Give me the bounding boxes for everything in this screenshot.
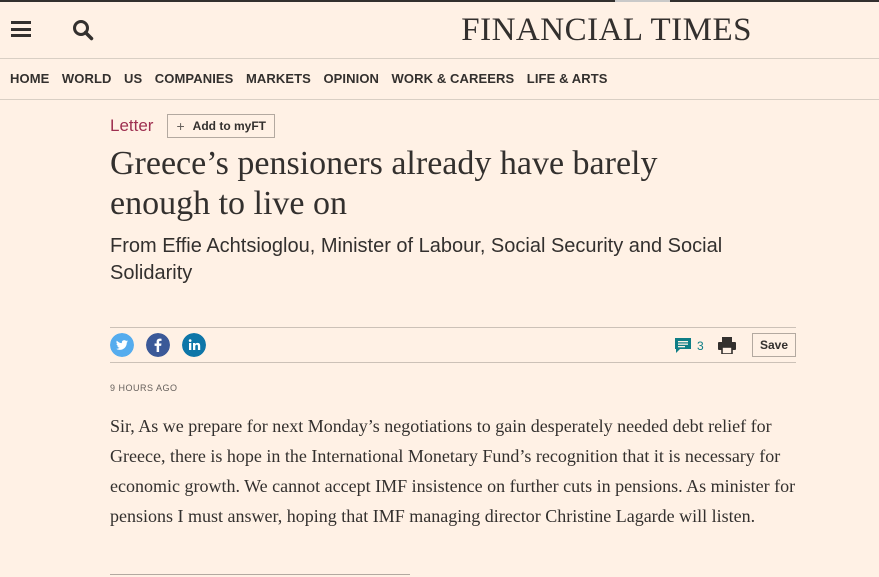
twitter-icon[interactable] bbox=[110, 333, 134, 357]
article-body: Sir, As we prepare for next Monday’s neg… bbox=[110, 416, 796, 526]
top-border bbox=[0, 0, 879, 2]
nav-item-home[interactable]: HOME bbox=[10, 71, 50, 86]
site-header: FINANCIAL TIMES bbox=[0, 2, 879, 59]
print-icon[interactable] bbox=[718, 337, 736, 354]
nav-item-opinion[interactable]: OPINION bbox=[323, 71, 380, 86]
facebook-icon[interactable] bbox=[146, 333, 170, 357]
scroll-indicator bbox=[615, 0, 670, 2]
comment-count: 3 bbox=[697, 338, 704, 353]
add-to-myft-button[interactable]: + Add to myFT bbox=[167, 114, 275, 138]
site-logo[interactable]: FINANCIAL TIMES bbox=[461, 12, 752, 48]
main-nav: HOME WORLD US COMPANIES MARKETS OPINION … bbox=[0, 59, 879, 100]
save-button[interactable]: Save bbox=[752, 333, 796, 357]
search-icon[interactable] bbox=[72, 19, 94, 41]
add-to-myft-label: Add to myFT bbox=[192, 119, 266, 133]
comments-link[interactable]: 3 bbox=[674, 337, 704, 354]
divider bbox=[110, 574, 410, 575]
article-headline: Greece’s pensioners already have barely … bbox=[110, 145, 658, 222]
nav-item-companies[interactable]: COMPANIES bbox=[154, 71, 234, 86]
publish-timestamp: 9 HOURS AGO bbox=[110, 383, 178, 393]
nav-item-life-arts[interactable]: LIFE & ARTS bbox=[526, 71, 608, 86]
nav-item-world[interactable]: WORLD bbox=[61, 71, 112, 86]
nav-item-work-careers[interactable]: WORK & CAREERS bbox=[391, 71, 515, 86]
nav-item-us[interactable]: US bbox=[124, 71, 143, 86]
comments-icon bbox=[675, 338, 691, 353]
article-standfirst: From Effie Achtsioglou, Minister of Labo… bbox=[110, 235, 723, 284]
share-bar: 3 Save bbox=[110, 327, 796, 363]
menu-icon[interactable] bbox=[11, 21, 31, 37]
plus-icon: + bbox=[176, 118, 185, 134]
genre-label[interactable]: Letter bbox=[110, 116, 154, 135]
linkedin-icon[interactable] bbox=[182, 333, 206, 357]
article-meta: Letter + Add to myFT bbox=[110, 113, 275, 139]
nav-item-markets[interactable]: MARKETS bbox=[245, 71, 311, 86]
